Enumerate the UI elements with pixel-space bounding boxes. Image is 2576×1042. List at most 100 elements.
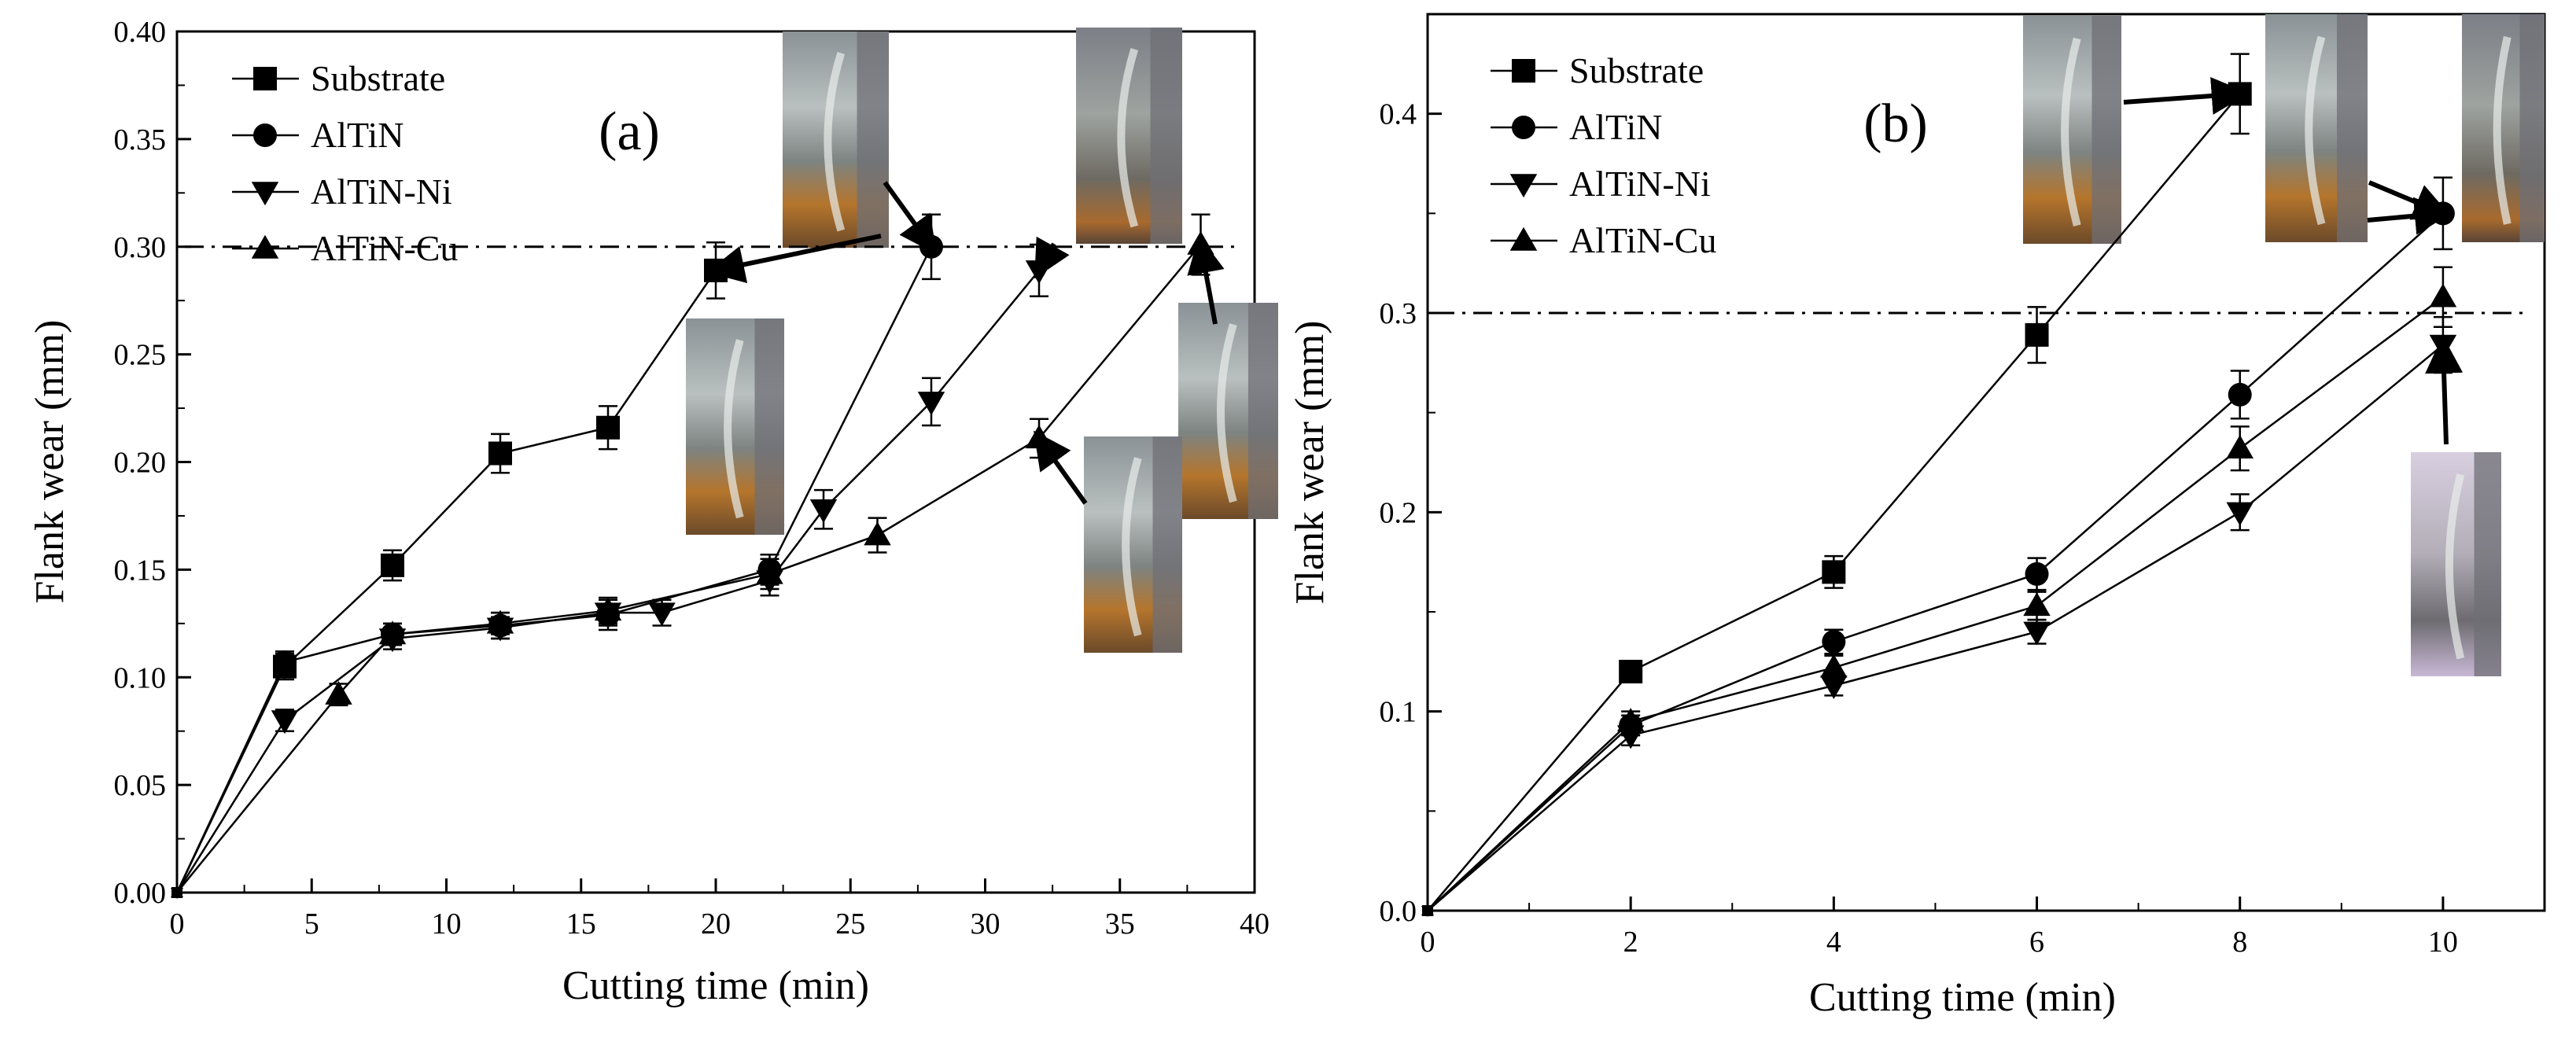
legend-entry-substrate: Substrate (232, 58, 445, 98)
altin-tool-photo-wear-land (2305, 35, 2326, 226)
panel-a-xlabel: Cutting time (min) (562, 963, 869, 1008)
y-tick-label: 0.4 (1380, 98, 1417, 131)
panel-b-substrate-tool-photo (2023, 16, 2121, 244)
data-point (1820, 675, 1848, 699)
data-point (2025, 322, 2049, 347)
data-point (2025, 562, 2049, 586)
x-tick-label: 0 (1421, 926, 1435, 959)
data-point (1616, 708, 1645, 732)
substrate-tool-photo-tool-edge (857, 31, 889, 248)
data-point (596, 415, 620, 440)
altin-cu-tool-photo-wear-land (2493, 35, 2512, 225)
x-tick-label: 8 (2232, 926, 2247, 959)
series-altin-cu (1421, 266, 2457, 915)
data-point (381, 553, 404, 577)
panel-a-altin-ni-tool-photo (1178, 303, 1278, 519)
panel-a-altin-cu-tool-photo-upper (686, 318, 784, 535)
legend-marker (251, 234, 279, 259)
x-tick-label: 0 (170, 908, 185, 941)
altin-tool-photo-tool-edge (1150, 28, 1182, 244)
x-tick-label: 15 (566, 908, 596, 941)
altin-ni-tool-photo-tool-edge (2474, 452, 2501, 676)
y-tick-label: 0.2 (1380, 496, 1417, 529)
legend-label: Substrate (1569, 50, 1704, 90)
panel-b-ticks: 0 2 4 6 8 10 0.0 0.1 0.2 0.3 0.4 (1380, 98, 2458, 959)
panel-b-frame (1426, 13, 2546, 912)
y-tick-label: 0.20 (114, 447, 167, 480)
legend-label: AlTiN (1569, 107, 1662, 147)
panel-a-altin-cu-tool-photo-lower-arrow (1034, 430, 1088, 505)
substrate-tool-photo-wear-land (2061, 37, 2081, 227)
panel-b-altin-tool-photo (2265, 14, 2368, 242)
legend-entry-altin-ni: AlTiN-Ni (1491, 164, 1711, 204)
legend-label: AlTiN-Ni (1569, 164, 1711, 204)
x-tick-label: 30 (971, 908, 1001, 941)
panel-a-label: (a) (599, 101, 660, 162)
altin-tool-photo-tool-edge (2337, 14, 2368, 242)
y-tick-label: 0.40 (114, 16, 167, 49)
legend-marker (253, 67, 277, 90)
data-point (2429, 283, 2457, 307)
legend-label: Substrate (311, 58, 445, 98)
series-substrate-line (175, 270, 717, 893)
altin-cu-tool-photo-lower-tool-edge (1152, 436, 1182, 653)
panel-b-altin-tool-photo-arrow (2367, 197, 2453, 235)
x-tick-label: 25 (835, 908, 865, 941)
panel-b-altin-cu-tool-photo-arrow (2368, 180, 2452, 220)
y-tick-label: 0.15 (114, 554, 167, 587)
x-tick-label: 35 (1105, 908, 1135, 941)
legend-marker (253, 123, 277, 147)
legend-marker (1509, 174, 1538, 198)
data-point (378, 620, 407, 645)
data-point (1822, 630, 1846, 654)
altin-ni-tool-photo-wear-land (2445, 473, 2465, 660)
panel-a-altin-ni-tool-photo-arrow (1034, 236, 1070, 279)
legend-marker (1509, 226, 1538, 251)
data-point (488, 441, 512, 466)
x-tick-label: 10 (432, 908, 462, 941)
series-altin-ni (170, 243, 1053, 900)
y-tick-label: 0.1 (1380, 696, 1417, 729)
x-tick-label: 5 (304, 908, 319, 941)
y-tick-label: 0.10 (114, 661, 167, 694)
data-point (2023, 592, 2051, 617)
x-tick-label: 10 (2428, 926, 2458, 959)
panel-a-insets (686, 28, 1278, 653)
panel-a-ticks: 0 5 10 15 20 25 30 35 40 0.00 0.05 0.10 0.15 0.20 0.25… (114, 16, 1270, 941)
legend-marker (1512, 59, 1535, 83)
substrate-tool-photo-wear-land (824, 52, 846, 232)
series-substrate (1422, 53, 2252, 916)
y-tick-label: 0.35 (114, 123, 167, 156)
series-altin-ni-line (1427, 344, 2444, 911)
legend-label: AlTiN-Cu (1569, 220, 1716, 260)
altin-cu-tool-photo-tool-edge (2519, 14, 2545, 242)
legend-entry-altin-cu: AlTiN-Cu (232, 228, 458, 268)
panel-b-xlabel: Cutting time (min) (1809, 975, 2116, 1020)
data-point (809, 499, 838, 523)
series-altin (1422, 176, 2455, 916)
data-point (1822, 560, 1846, 584)
panel-b-insets (2023, 14, 2545, 676)
legend-label: AlTiN-Ni (311, 171, 452, 212)
panel-a-altin-tool-photo (1076, 28, 1182, 244)
altin-ni-tool-photo-wear-land (1216, 323, 1237, 503)
data-point (2226, 502, 2254, 526)
series-altin-cu-line (1427, 296, 2444, 911)
x-tick-label: 4 (1826, 926, 1841, 959)
panel-a: 0 5 10 15 20 25 30 35 40 0.00 0.05 0.10 0.15 0.20 0.25… (28, 16, 1278, 1008)
series-altin-line (1427, 212, 2444, 911)
legend-entry-altin-ni: AlTiN-Ni (232, 171, 452, 212)
panel-a-substrate-tool-photo (783, 31, 889, 248)
panel-b-legend: Substrate AlTiN AlTiN-Ni AlTiN-Cu (1491, 50, 1716, 260)
y-tick-label: 0.0 (1380, 895, 1417, 928)
altin-cu-tool-photo-lower-wear-land (1122, 457, 1142, 637)
series-altin (171, 213, 943, 898)
data-point (1820, 654, 1848, 678)
panel-b-altin-ni-tool-photo-arrow (2425, 335, 2464, 445)
y-tick-label: 0.25 (114, 339, 167, 372)
panel-a-ylabel: Flank wear (mm) (28, 319, 72, 603)
data-point (273, 650, 297, 675)
panel-b-altin-cu-tool-photo (2462, 14, 2545, 242)
altin-ni-tool-photo-tool-edge (1247, 303, 1278, 519)
